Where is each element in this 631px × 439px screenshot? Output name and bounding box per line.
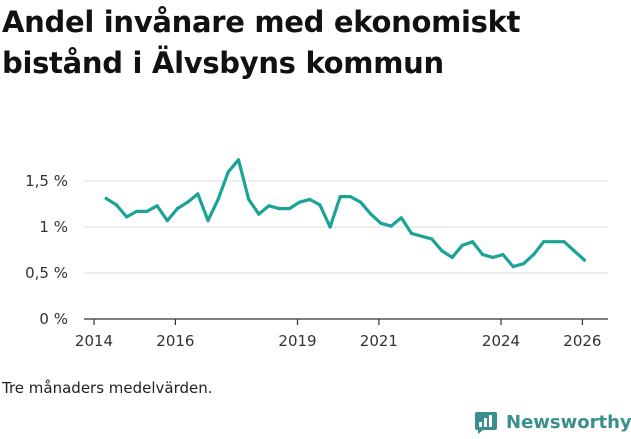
data-point (247, 197, 251, 201)
data-point (511, 265, 515, 269)
series-layer (104, 158, 587, 269)
brand-logo[interactable]: Newsworthy (474, 406, 631, 438)
data-point (481, 253, 485, 257)
data-point (308, 197, 312, 201)
data-point (460, 243, 464, 247)
data-point (206, 219, 210, 223)
data-point (186, 200, 190, 204)
data-point (226, 170, 230, 174)
data-point (165, 219, 169, 223)
data-point (562, 240, 566, 244)
data-point (216, 197, 220, 201)
brand-name: Newsworthy (506, 411, 631, 433)
x-tick-label: 2026 (563, 332, 601, 350)
data-point (450, 255, 454, 259)
data-point (430, 237, 434, 241)
data-point (104, 196, 108, 201)
data-point (114, 203, 118, 207)
data-point (155, 204, 159, 208)
data-point (196, 192, 200, 196)
data-point (369, 212, 373, 216)
footnote: Tre månaders medelvärden. (2, 379, 213, 397)
data-point (175, 207, 179, 211)
x-tick-label: 2014 (75, 332, 113, 350)
data-point (267, 204, 271, 208)
data-point (521, 262, 526, 266)
data-point (236, 158, 241, 162)
data-point (440, 249, 444, 253)
data-point (409, 231, 414, 235)
gridlines (84, 180, 608, 274)
data-point (532, 253, 536, 257)
y-tick-label: 1,5 % (25, 172, 68, 190)
data-point (552, 240, 556, 244)
data-point (420, 234, 424, 238)
data-point (297, 200, 302, 204)
line-chart: 0 % 0,5 % 1 % 1,5 % 2014 2016 2019 2021 2024 202… (25, 158, 608, 350)
data-point (572, 249, 576, 253)
chart-title: Andel invånare med ekonomiskt bistånd i … (2, 5, 521, 80)
data-point (389, 224, 393, 228)
x-tick-label: 2024 (482, 332, 520, 350)
series-line (104, 158, 587, 269)
data-point (328, 225, 332, 229)
data-point (359, 200, 363, 204)
data-point (125, 215, 129, 219)
data-point (379, 221, 383, 225)
data-point (542, 240, 546, 244)
data-point (338, 195, 342, 199)
data-point (491, 255, 495, 259)
newsworthy-logo-icon (474, 410, 498, 434)
data-point (287, 207, 291, 211)
data-point (470, 240, 475, 244)
data-point (257, 212, 261, 216)
y-axis-tick-labels: 0 % 0,5 % 1 % 1,5 % (25, 172, 68, 328)
data-point (501, 253, 505, 257)
data-point (582, 258, 587, 262)
data-point (135, 209, 139, 213)
data-point (348, 195, 352, 199)
x-tick-label: 2016 (156, 332, 194, 350)
y-tick-label: 0 % (39, 310, 68, 328)
y-tick-label: 1 % (39, 218, 68, 236)
data-point (145, 209, 149, 213)
data-point (399, 216, 403, 220)
x-tick-label: 2021 (360, 332, 398, 350)
data-point (318, 203, 322, 207)
x-axis: 2014 2016 2019 2021 2024 2026 (75, 318, 608, 350)
y-tick-label: 0,5 % (25, 264, 68, 282)
data-point (277, 207, 281, 211)
x-tick-label: 2019 (278, 332, 316, 350)
